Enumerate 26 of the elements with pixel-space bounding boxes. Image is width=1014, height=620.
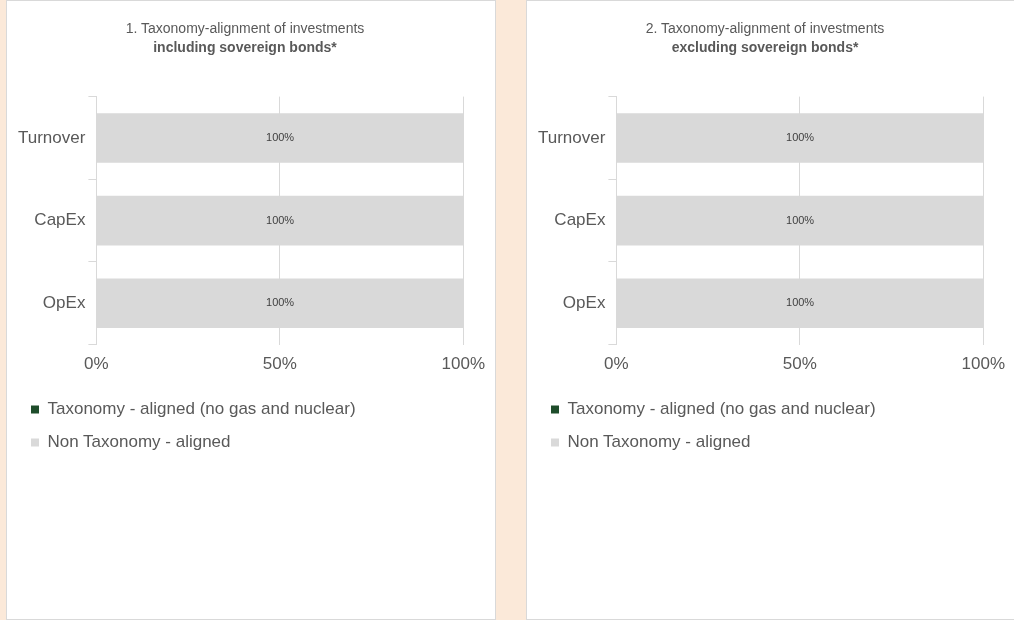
x-tick-label: 50% <box>782 354 817 374</box>
y-tick-label: CapEx <box>34 210 86 230</box>
y-tick-label: Turnover <box>17 127 86 147</box>
data-label: 100% <box>786 213 815 226</box>
legend-label: Taxonomy - aligned (no gas and nuclear) <box>567 399 876 419</box>
legend-label: Non Taxonomy - aligned <box>47 432 231 452</box>
legend-label: Non Taxonomy - aligned <box>567 432 751 452</box>
chart-title: 2. Taxonomy-alignment of investments <box>645 20 885 37</box>
chart-title: 1. Taxonomy-alignment of investments <box>125 20 365 37</box>
data-label: 100% <box>786 130 815 143</box>
y-tick-label: CapEx <box>554 210 606 230</box>
x-tick-label: 0% <box>604 354 629 374</box>
legend-label: Taxonomy - aligned (no gas and nuclear) <box>47 399 356 419</box>
y-tick-label: OpEx <box>562 292 606 312</box>
chart-subtitle: including sovereign bonds* <box>153 39 338 56</box>
data-label: 100% <box>266 130 295 143</box>
x-tick-label: 100% <box>441 354 485 374</box>
x-tick-label: 0% <box>84 354 109 374</box>
data-label: 100% <box>266 213 295 226</box>
y-tick-label: OpEx <box>42 292 86 312</box>
x-tick-label: 100% <box>961 354 1005 374</box>
chart-subtitle: excluding sovereign bonds* <box>671 39 859 56</box>
y-tick-label: Turnover <box>537 127 606 147</box>
x-tick-label: 50% <box>262 354 297 374</box>
data-label: 100% <box>786 296 815 309</box>
data-label: 100% <box>266 296 295 309</box>
